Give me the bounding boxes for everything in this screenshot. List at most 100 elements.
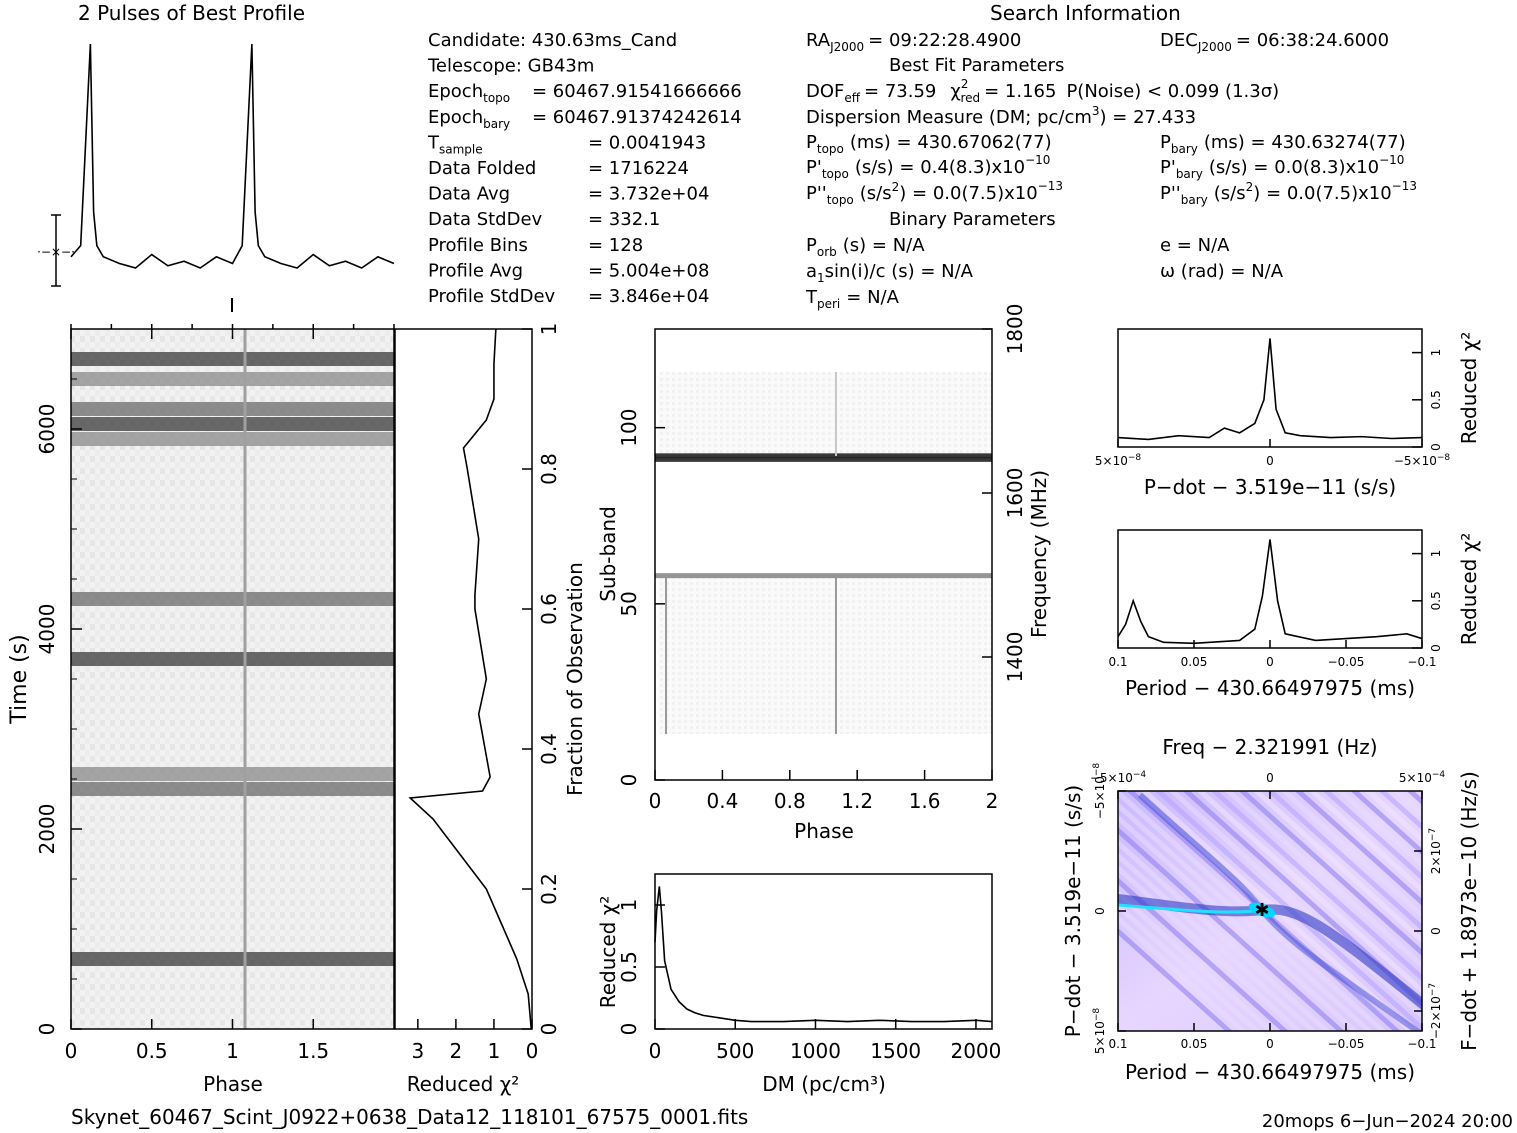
info-left-value: = 0.0041943 bbox=[588, 132, 706, 153]
chi2-time-ylabel: Fraction of Observation bbox=[563, 562, 587, 796]
p-pdot-streak bbox=[1378, 791, 1422, 831]
subband-ytick-label: 0 bbox=[617, 774, 641, 787]
p-pdot-streak bbox=[1118, 915, 1247, 1031]
ra-row: RAJ2000 = 09:22:28.4900 bbox=[806, 30, 1021, 54]
p-pdot-streak bbox=[1118, 864, 1303, 1031]
time-phase-xlabel: Phase bbox=[203, 1072, 263, 1096]
subband-xtick-label: 2 bbox=[986, 789, 999, 813]
info-left-row: Profile Bins = 128 bbox=[428, 235, 643, 256]
tperi-row: Tperi = N/A bbox=[805, 287, 900, 311]
time-phase-xtick-label: 0 bbox=[65, 1039, 78, 1063]
subband-frame bbox=[654, 328, 993, 781]
chi2-time-xtick-label: 3 bbox=[411, 1039, 424, 1063]
subband-panel: 0 0.4 0.8 1.2 1.6 2 0 50 100 1400 1600 1800 Phase S… bbox=[596, 304, 1051, 843]
pdot-xtick-label: 0 bbox=[1266, 454, 1274, 468]
ptopo-row: Ptopo (ms) = 430.67062(77) bbox=[806, 132, 1052, 156]
dm-ylabel: Reduced χ² bbox=[596, 896, 620, 1009]
period-ylabel: Reduced χ² bbox=[1457, 533, 1481, 646]
subband-y2tick-label: 1400 bbox=[1003, 632, 1027, 683]
p-pdot-xtick-label: 0.05 bbox=[1181, 1037, 1208, 1051]
info-left-label: Data Avg bbox=[428, 184, 510, 205]
dof-row: DOFeff = 73.59 χ2 red = 1.165 P(Noise) < 0.09… bbox=[806, 77, 1279, 105]
time-phase-panel: 0 0.5 1 1.5 0 2000 4000 6000 Phase Time (s) bbox=[7, 324, 395, 1096]
info-left-label: T bbox=[427, 132, 440, 153]
dm-xtick-label: 1000 bbox=[790, 1039, 841, 1063]
pdot-ylabel: Reduced χ² bbox=[1457, 332, 1481, 445]
info-left-value: = 5.004e+08 bbox=[588, 260, 709, 281]
time-phase-band bbox=[71, 372, 394, 386]
dm-xtick-label: 500 bbox=[716, 1039, 754, 1063]
subband-row bbox=[655, 453, 992, 459]
p-pdot-y2label: F−dot + 1.8973e−10 (Hz/s) bbox=[1457, 771, 1481, 1051]
dm-xtick-label: 0 bbox=[649, 1039, 662, 1063]
time-phase-axes: 0 0.5 1 1.5 0 2000 4000 6000 bbox=[35, 324, 395, 1063]
info-left-value: = 3.732e+04 bbox=[588, 184, 709, 205]
dm-axes: 0 500 1000 1500 2000 0 0.5 1 bbox=[617, 899, 1001, 1063]
info-left-label: Profile Bins bbox=[428, 235, 528, 256]
chi2-time-axes: 3 2 1 0 0 0.2 0.4 0.6 0.8 1 bbox=[411, 323, 561, 1063]
info-left-column: Candidate: 430.63ms_Cand Telescope: GB43m… bbox=[427, 30, 742, 307]
p-pdot-y2tick-label: 2×10−7 bbox=[1428, 828, 1443, 874]
dm-ytick-label: 1 bbox=[617, 899, 641, 912]
dec-row: DECJ2000 = 06:38:24.6000 bbox=[1160, 30, 1389, 54]
subband-row bbox=[655, 456, 992, 462]
info-left-row: Epochbary = 60467.91374242614 bbox=[428, 107, 742, 131]
info-left-label: Profile StdDev bbox=[428, 286, 556, 307]
binary-title: Binary Parameters bbox=[889, 209, 1056, 230]
period-curve-line bbox=[1117, 539, 1423, 645]
asini-row: a1sin(i)/c (s) = N/A bbox=[806, 261, 974, 285]
chi2-time-ytick-label: 0.4 bbox=[537, 733, 561, 765]
dm-row: Dispersion Measure (DM; pc/cm3) = 27.433 bbox=[806, 104, 1196, 128]
p-pdot-streak bbox=[1308, 791, 1422, 894]
p-pdot-streak bbox=[1266, 791, 1422, 931]
p-pdot-title: Freq − 2.321991 (Hz) bbox=[1162, 735, 1377, 759]
info-left-sub: bary bbox=[483, 117, 510, 131]
pdot-ytick-label: 0.5 bbox=[1429, 390, 1443, 409]
info-left-row: Epochtopo = 60467.91541666666 bbox=[428, 81, 742, 105]
period-xtick-label: 0.1 bbox=[1108, 655, 1127, 669]
pbary-row: Pbary (ms) = 430.63274(77) bbox=[1160, 132, 1406, 156]
p-pdot-streak bbox=[1224, 791, 1422, 969]
info-left-row: Data Avg = 3.732e+04 bbox=[428, 184, 709, 205]
period-frame bbox=[1117, 529, 1423, 649]
profile-baseline-mark: ·−×−· bbox=[37, 245, 75, 259]
dm-xlabel: DM (pc/cm³) bbox=[762, 1072, 886, 1096]
info-left-label: Epoch bbox=[428, 81, 483, 102]
subband-xtick-label: 1.6 bbox=[909, 789, 941, 813]
info-left-row: Telescope: GB43m bbox=[427, 56, 594, 77]
subband-y2tick-label: 1600 bbox=[1003, 468, 1027, 519]
footer-filename: Skynet_60467_Scint_J0922+0638_Data12_118… bbox=[71, 1105, 748, 1129]
time-phase-band bbox=[71, 592, 394, 606]
p-pdot-x2tick-label: −5×10−4 bbox=[1090, 770, 1147, 785]
p-pdot-streak bbox=[1294, 791, 1422, 906]
period-ytick-label: 0 bbox=[1429, 644, 1443, 652]
ecc-row: e = N/A bbox=[1160, 235, 1230, 256]
info-left-value: = 60467.91541666666 bbox=[532, 81, 742, 102]
p-pdot-streak bbox=[1168, 791, 1422, 1020]
info-left-row: Profile StdDev = 3.846e+04 bbox=[428, 286, 709, 307]
chi2-time-xtick-label: 1 bbox=[488, 1039, 501, 1063]
info-left-value: = 3.846e+04 bbox=[588, 286, 709, 307]
pddbary-row: P''bary (s/s2) = 0.0(7.5)x10−13 bbox=[1160, 179, 1417, 207]
chi2-time-frame bbox=[394, 328, 533, 1030]
chi2-time-ytick-label: 0.8 bbox=[537, 453, 561, 485]
subband-axes: 0 0.4 0.8 1.2 1.6 2 0 50 100 1400 1600 1800 bbox=[617, 304, 1027, 813]
pdtopo-row: P'topo (s/s) = 0.4(8.3)x10−10 bbox=[806, 153, 1050, 181]
info-left-value: = 332.1 bbox=[588, 209, 660, 230]
subband-lower-noise bbox=[658, 578, 992, 734]
chi2-time-xtick-label: 2 bbox=[450, 1039, 463, 1063]
p-pdot-streak bbox=[1336, 791, 1422, 868]
period-xtick-label: 0.05 bbox=[1181, 655, 1208, 669]
chi2-time-ytick-label: 1 bbox=[537, 323, 561, 336]
time-phase-band bbox=[71, 432, 394, 446]
subband-upper-noise bbox=[658, 372, 992, 456]
p-pdot-streak bbox=[1118, 852, 1317, 1031]
info-left-label: Telescope: GB43m bbox=[427, 56, 594, 77]
info-left-label: Data StdDev bbox=[428, 209, 543, 230]
chi2-time-xlabel: Reduced χ² bbox=[407, 1072, 520, 1096]
p-pdot-panel: Freq − 2.321991 (Hz) ✱ 0.1 0.05 0 −0.05 −0.1… bbox=[1061, 735, 1481, 1084]
period-xlabel: Period − 430.66497975 (ms) bbox=[1125, 676, 1415, 700]
p-pdot-streak bbox=[1118, 927, 1233, 1031]
pdot-frame bbox=[1117, 328, 1423, 448]
